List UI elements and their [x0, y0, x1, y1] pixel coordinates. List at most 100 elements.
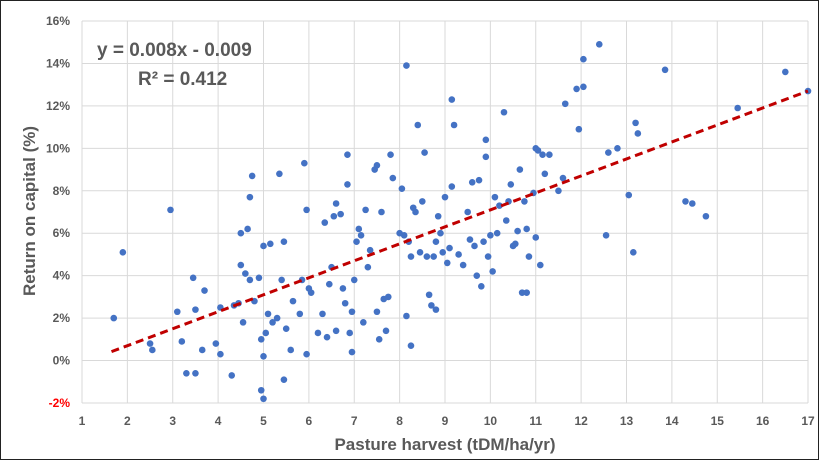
- data-point: [257, 336, 265, 343]
- data-point: [541, 170, 549, 178]
- data-point: [321, 219, 329, 226]
- data-point: [257, 386, 265, 394]
- data-point: [246, 276, 254, 284]
- data-point: [502, 217, 510, 224]
- data-point: [634, 130, 642, 137]
- x-tick-label: 17: [801, 414, 815, 428]
- data-point: [149, 346, 156, 354]
- data-point: [534, 147, 542, 154]
- data-point: [423, 253, 431, 260]
- x-tick-label: 9: [442, 414, 449, 428]
- data-point: [412, 208, 419, 216]
- data-point: [366, 246, 374, 254]
- data-point: [267, 240, 274, 248]
- data-point: [482, 136, 490, 144]
- data-point: [246, 193, 254, 201]
- x-tick-label: 13: [620, 414, 634, 428]
- data-points: [110, 41, 812, 403]
- data-point: [512, 240, 519, 248]
- data-point: [559, 174, 567, 182]
- data-point: [437, 229, 444, 237]
- data-point: [482, 153, 490, 161]
- data-point: [217, 350, 224, 358]
- data-point: [344, 181, 351, 188]
- data-point: [269, 319, 276, 326]
- data-point: [702, 212, 710, 220]
- data-point: [455, 251, 462, 258]
- data-point: [344, 151, 351, 158]
- x-axis-title: Pasture harvest (tDM/ha/yr): [334, 435, 555, 454]
- data-point: [242, 270, 249, 277]
- data-point: [416, 249, 424, 256]
- data-point: [414, 121, 422, 129]
- data-point: [192, 369, 199, 377]
- x-tick-label: 16: [756, 414, 770, 428]
- y-tick-label: 8%: [53, 184, 71, 198]
- data-point: [450, 121, 458, 129]
- data-point: [536, 261, 544, 269]
- data-point: [432, 238, 440, 246]
- data-point: [348, 308, 356, 316]
- data-point: [573, 85, 580, 93]
- data-point: [464, 208, 471, 216]
- y-tick-label: 10%: [46, 141, 70, 155]
- data-point: [303, 350, 310, 358]
- data-point: [276, 170, 283, 178]
- data-point: [378, 208, 385, 216]
- x-tick-label: 7: [351, 414, 358, 428]
- data-point: [228, 372, 236, 379]
- data-point: [362, 206, 369, 214]
- trendline: [110, 89, 809, 354]
- data-point: [523, 289, 530, 296]
- data-point: [496, 202, 503, 209]
- y-axis-ticks: -2% 0% 2% 4% 6% 8% 10% 12% 14% 16%: [46, 14, 70, 410]
- y-tick-label: 2%: [53, 311, 71, 325]
- data-point: [523, 225, 530, 233]
- x-tick-label: 12: [574, 414, 588, 428]
- data-point: [625, 191, 633, 199]
- data-point: [425, 291, 433, 299]
- x-tick-label: 5: [260, 414, 267, 428]
- data-point: [605, 149, 612, 156]
- data-point: [201, 287, 208, 294]
- data-point: [357, 232, 365, 239]
- y-tick-label: 12%: [46, 99, 70, 113]
- data-point: [532, 234, 540, 241]
- data-point: [264, 310, 272, 318]
- data-point: [382, 327, 390, 335]
- data-point: [323, 333, 331, 341]
- data-point: [332, 200, 340, 207]
- data-point: [448, 183, 456, 190]
- x-axis-ticks: 1 2 3 4 5 6 7 8 9 10 11 12 13 14 15 16 17: [79, 414, 815, 428]
- data-point: [688, 200, 696, 207]
- data-point: [489, 268, 496, 275]
- data-point: [575, 125, 583, 133]
- data-point: [555, 187, 562, 195]
- data-point: [262, 329, 270, 337]
- data-point: [521, 198, 528, 205]
- data-point: [487, 232, 494, 239]
- y-tick-label: 0%: [53, 354, 71, 368]
- data-point: [595, 41, 603, 48]
- data-point: [282, 325, 290, 333]
- data-point: [516, 166, 524, 173]
- data-point: [239, 319, 247, 326]
- data-point: [602, 232, 610, 239]
- data-point: [389, 174, 397, 182]
- data-point: [325, 280, 333, 288]
- data-point: [434, 212, 442, 220]
- data-point: [630, 249, 637, 256]
- data-point: [110, 314, 118, 322]
- data-point: [373, 308, 381, 316]
- data-point: [580, 83, 587, 91]
- data-point: [539, 151, 546, 158]
- r-squared-label: R² = 0.412: [138, 69, 227, 90]
- x-tick-label: 3: [169, 414, 176, 428]
- data-point: [428, 302, 435, 309]
- data-point: [289, 297, 297, 305]
- data-point: [443, 259, 451, 267]
- data-point: [237, 229, 245, 237]
- data-point: [319, 310, 326, 318]
